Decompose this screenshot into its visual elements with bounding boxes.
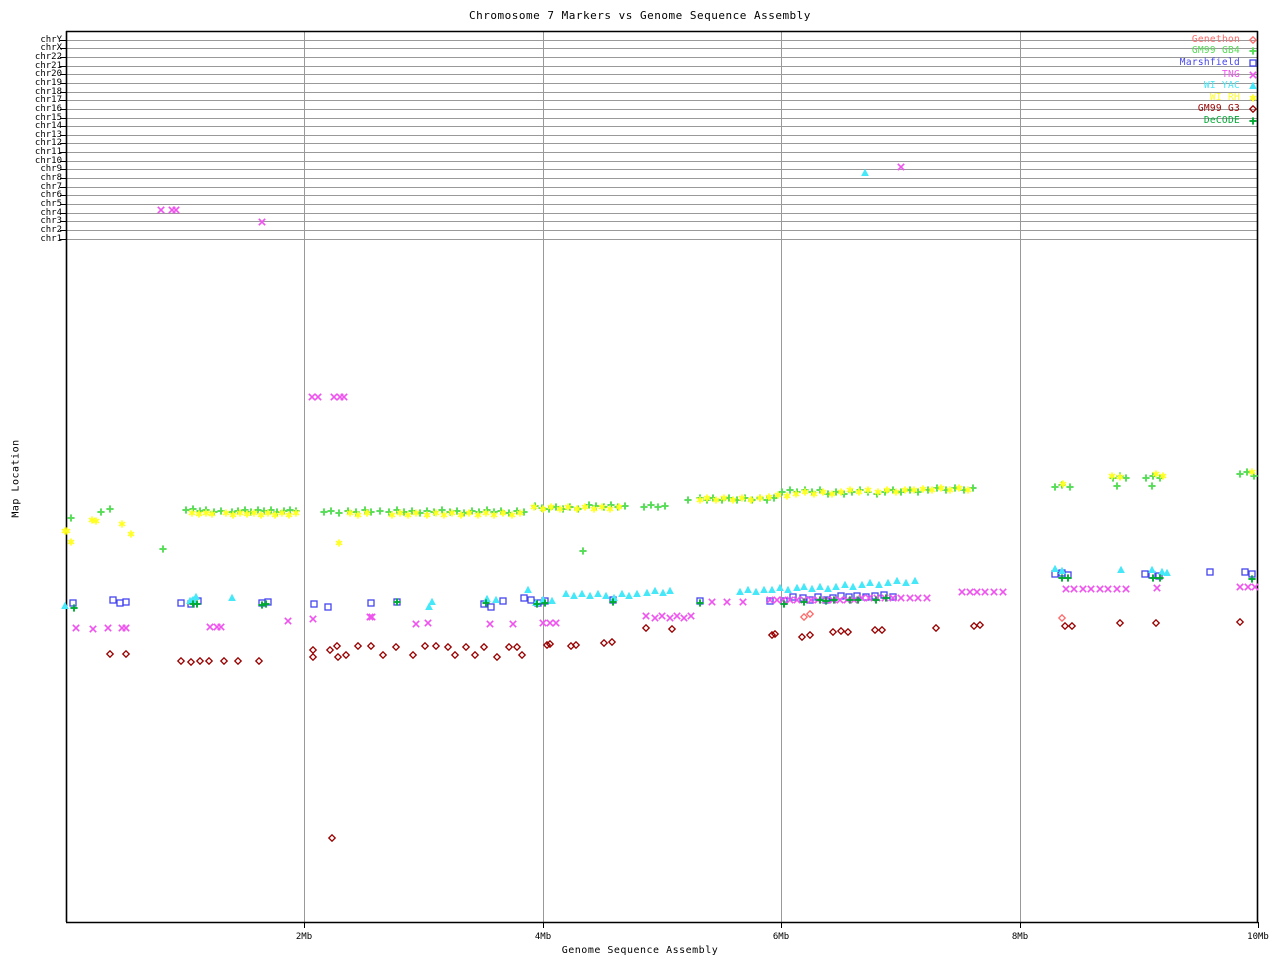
plus-marker-icon [1246, 115, 1260, 127]
legend-item-decode[interactable]: DeCODE [1148, 115, 1260, 127]
axis-frame [65, 30, 1259, 924]
legend-label: GM99 G3 [1197, 103, 1240, 115]
y-tick-chr18: chr18 [34, 86, 62, 97]
series-tng [72, 163, 1259, 633]
legend-item-gm99-gb4[interactable]: GM99 GB4 [1148, 46, 1260, 58]
y-tick-chr12: chr12 [34, 137, 62, 148]
legend: Genethon GM99 GB4 Marshfield TNG WI YAC WI RH… [1148, 34, 1260, 127]
x-tick-4Mb: 4Mb [534, 932, 552, 942]
y-tick-chr3: chr3 [40, 215, 62, 226]
y-axis-tick-labels: chr1 chr2 chr3 chr4 chr5 chr6 chr7 chr8 chr9 chr1… [0, 0, 62, 960]
y-tick-chr6: chr6 [40, 189, 62, 200]
legend-label: WI YAC [1203, 80, 1240, 92]
legend-item-tng[interactable]: TNG [1148, 69, 1260, 81]
y-tick-chr21: chr21 [34, 60, 62, 71]
legend-label: GM99 GB4 [1191, 45, 1240, 57]
y-tick-chr15: chr15 [34, 112, 62, 123]
y-tick-chr13: chr13 [34, 129, 62, 140]
diamond-marker-icon [1246, 103, 1260, 115]
y-tick-chr4: chr4 [40, 207, 62, 218]
y-tick-chrY: chrY [40, 34, 62, 45]
y-tick-chr20: chr20 [34, 68, 62, 79]
legend-label: Genethon [1191, 33, 1240, 45]
y-tick-chrX: chrX [40, 42, 62, 53]
square-marker-icon [1246, 57, 1260, 69]
legend-label: WI RH [1209, 91, 1240, 103]
y-tick-chr7: chr7 [40, 181, 62, 192]
legend-item-genethon[interactable]: Genethon [1148, 34, 1260, 46]
chromosome-gridlines [60, 40, 1258, 240]
y-axis-title: Map Location [10, 439, 22, 518]
series-gm99-gb4 [67, 468, 1258, 555]
x-tick-6Mb: 6Mb [772, 932, 790, 942]
legend-label: TNG [1221, 68, 1240, 80]
series-decode [70, 574, 1256, 612]
page-title: Chromosome 7 Markers vs Genome Sequence … [469, 9, 811, 22]
series-genethon [799, 609, 1067, 623]
y-tick-chr5: chr5 [40, 198, 62, 209]
data-points [61, 163, 1259, 843]
y-tick-chr17: chr17 [34, 94, 62, 105]
x-tick-10Mb: 10Mb [1247, 932, 1269, 942]
y-tick-chr14: chr14 [34, 120, 62, 131]
legend-item-wi-rh[interactable]: WI RH [1148, 92, 1260, 104]
y-tick-chr19: chr19 [34, 77, 62, 88]
series-wi-rh [61, 468, 1256, 547]
star-marker-icon [1246, 92, 1260, 104]
series-marshfield [69, 568, 1256, 611]
legend-label: DeCODE [1203, 114, 1240, 126]
y-tick-chr22: chr22 [34, 51, 62, 62]
x-tick-8Mb: 8Mb [1011, 932, 1029, 942]
plus-marker-icon [1246, 45, 1260, 57]
y-tick-chr11: chr11 [34, 146, 62, 157]
x-axis-title: Genome Sequence Assembly [561, 945, 719, 956]
series-wi-yac [61, 168, 1171, 610]
triangle-marker-icon [1246, 80, 1260, 92]
y-tick-chr16: chr16 [34, 103, 62, 114]
cross-marker-icon [1246, 69, 1260, 81]
x-tick-2Mb: 2Mb [295, 932, 313, 942]
legend-label: Marshfield [1179, 56, 1240, 68]
legend-item-marshfield[interactable]: Marshfield [1148, 57, 1260, 69]
y-tick-chr10: chr10 [34, 155, 62, 166]
y-tick-chr9: chr9 [40, 163, 62, 174]
y-tick-chr2: chr2 [40, 224, 62, 235]
y-tick-chr8: chr8 [40, 172, 62, 183]
series-gm99-g3 [105, 617, 1245, 843]
y-tick-chr1: chr1 [40, 233, 62, 244]
diamond-marker-icon [1246, 34, 1260, 46]
legend-item-wi-yac[interactable]: WI YAC [1148, 80, 1260, 92]
legend-item-gm99-g3[interactable]: GM99 G3 [1148, 104, 1260, 116]
vertical-gridlines [304, 31, 1259, 928]
